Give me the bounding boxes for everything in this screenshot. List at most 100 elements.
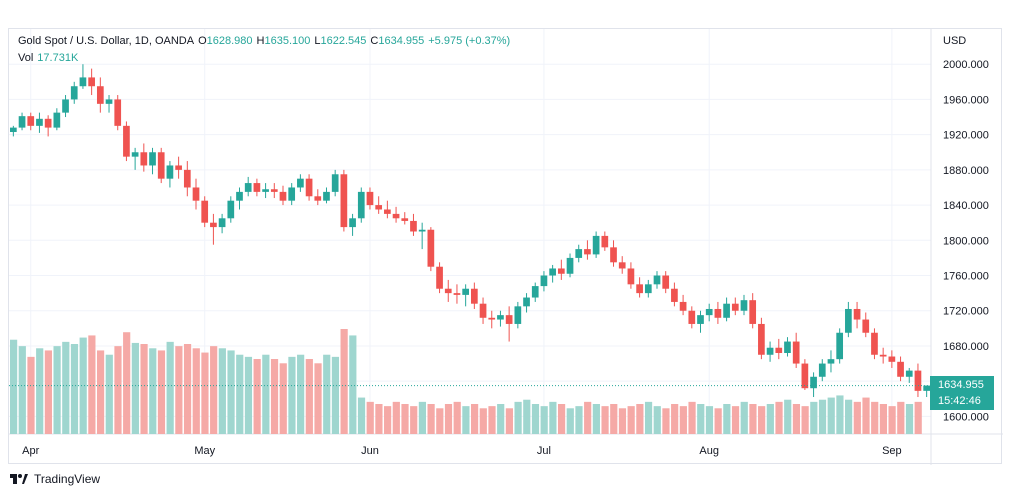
volume-bar bbox=[436, 408, 444, 434]
candle-body bbox=[845, 308, 852, 333]
price-tick-label: 1680.000 bbox=[943, 341, 989, 353]
volume-bar bbox=[644, 401, 653, 434]
volume-bar bbox=[401, 404, 409, 434]
volume-bar bbox=[671, 404, 679, 434]
volume-bar bbox=[845, 399, 853, 434]
volume-bar bbox=[140, 344, 148, 434]
candle-body bbox=[827, 359, 835, 364]
volume-bar bbox=[505, 408, 513, 434]
candle-body bbox=[279, 191, 287, 201]
candle-body bbox=[270, 189, 278, 192]
candle-body bbox=[592, 235, 600, 255]
candle-body bbox=[244, 183, 252, 192]
volume-bar bbox=[627, 406, 635, 434]
candle-body bbox=[723, 303, 730, 318]
candle-body bbox=[601, 235, 609, 248]
volume-bar bbox=[53, 346, 61, 434]
volume-bar bbox=[471, 404, 479, 434]
candle-body bbox=[557, 268, 565, 274]
candle-body bbox=[62, 99, 69, 113]
volume-bar bbox=[879, 404, 888, 434]
volume-bar bbox=[349, 335, 357, 434]
candle-body bbox=[740, 300, 748, 311]
volume-bar bbox=[157, 350, 166, 434]
volume-bar bbox=[210, 346, 218, 434]
candle-body bbox=[792, 341, 800, 364]
volume-bar bbox=[584, 401, 592, 434]
candle-body bbox=[175, 165, 182, 170]
candle-body bbox=[688, 310, 696, 324]
price-tick-label: 1720.000 bbox=[943, 306, 989, 318]
candle-body bbox=[697, 315, 704, 324]
volume-bar bbox=[592, 404, 600, 434]
candle-body bbox=[192, 187, 200, 201]
candle-body bbox=[357, 191, 365, 219]
volume-bar bbox=[801, 406, 809, 434]
candle-body bbox=[905, 370, 913, 377]
volume-bar bbox=[853, 401, 861, 434]
volume-bar bbox=[44, 350, 52, 434]
candle-body bbox=[96, 86, 104, 104]
candle-body bbox=[531, 286, 539, 298]
volume-bar bbox=[418, 401, 427, 434]
candle-body bbox=[653, 275, 661, 285]
candle-body bbox=[123, 125, 130, 157]
volume-bar bbox=[766, 404, 774, 434]
candle-body bbox=[505, 315, 513, 324]
volume-bar bbox=[636, 404, 644, 434]
volume-bar bbox=[288, 356, 296, 434]
candle-body bbox=[610, 247, 617, 263]
volume-bar bbox=[79, 337, 87, 434]
candle-body bbox=[70, 86, 78, 100]
volume-bar bbox=[731, 406, 740, 434]
candle-body bbox=[375, 205, 383, 210]
volume-bar bbox=[775, 401, 783, 434]
candle-body bbox=[288, 187, 296, 201]
time-tick-label: Jul bbox=[537, 445, 551, 457]
footer-brand[interactable]: TradingView bbox=[10, 472, 100, 486]
high-label: H bbox=[256, 35, 265, 47]
candle-body bbox=[923, 385, 930, 391]
volume-bar bbox=[914, 401, 922, 434]
volume-bar bbox=[549, 401, 557, 434]
volume-bar bbox=[340, 329, 348, 434]
volume-bar bbox=[810, 401, 818, 434]
candle-body bbox=[10, 127, 17, 133]
candle-body bbox=[88, 77, 95, 87]
candle-body bbox=[53, 112, 61, 128]
volume-bar bbox=[262, 354, 270, 434]
candle-body bbox=[514, 306, 522, 324]
candle-body bbox=[314, 196, 322, 201]
change-value: +5.975 (+0.37%) bbox=[428, 35, 511, 47]
candle-body bbox=[436, 266, 443, 289]
candle-body bbox=[427, 229, 435, 267]
candle-body bbox=[27, 116, 35, 126]
candle-body bbox=[36, 118, 43, 126]
volume-bar bbox=[114, 346, 122, 434]
chart-legend: Gold Spot / U.S. Dollar, 1D, OANDA O1628.… bbox=[18, 35, 514, 47]
volume-bar bbox=[131, 342, 139, 434]
candle-body bbox=[714, 308, 722, 318]
candle-body bbox=[18, 116, 26, 128]
volume-bar bbox=[740, 401, 748, 434]
candlestick-chart[interactable]: 1600.0001640.0001680.0001720.0001760.000… bbox=[9, 29, 1003, 465]
volume-bar bbox=[175, 346, 183, 434]
volume-bar bbox=[192, 348, 200, 434]
price-tick-label: 1760.000 bbox=[943, 271, 989, 283]
time-tick-label: May bbox=[194, 445, 215, 457]
candle-body bbox=[392, 213, 400, 219]
price-tick-label: 1880.000 bbox=[943, 165, 989, 177]
candle-body bbox=[801, 363, 809, 389]
open-value: 1628.980 bbox=[206, 35, 253, 47]
volume-bar bbox=[96, 350, 105, 434]
candle-body bbox=[366, 191, 374, 206]
candle-body bbox=[679, 301, 687, 311]
candle-body bbox=[210, 222, 217, 228]
volume-bar bbox=[688, 401, 696, 434]
candle-body bbox=[44, 118, 52, 128]
volume-bar bbox=[384, 406, 392, 434]
volume-value: 17.731K bbox=[37, 52, 79, 64]
candle-body bbox=[627, 268, 635, 285]
volume-bar bbox=[871, 401, 879, 434]
volume-bar bbox=[244, 356, 253, 434]
